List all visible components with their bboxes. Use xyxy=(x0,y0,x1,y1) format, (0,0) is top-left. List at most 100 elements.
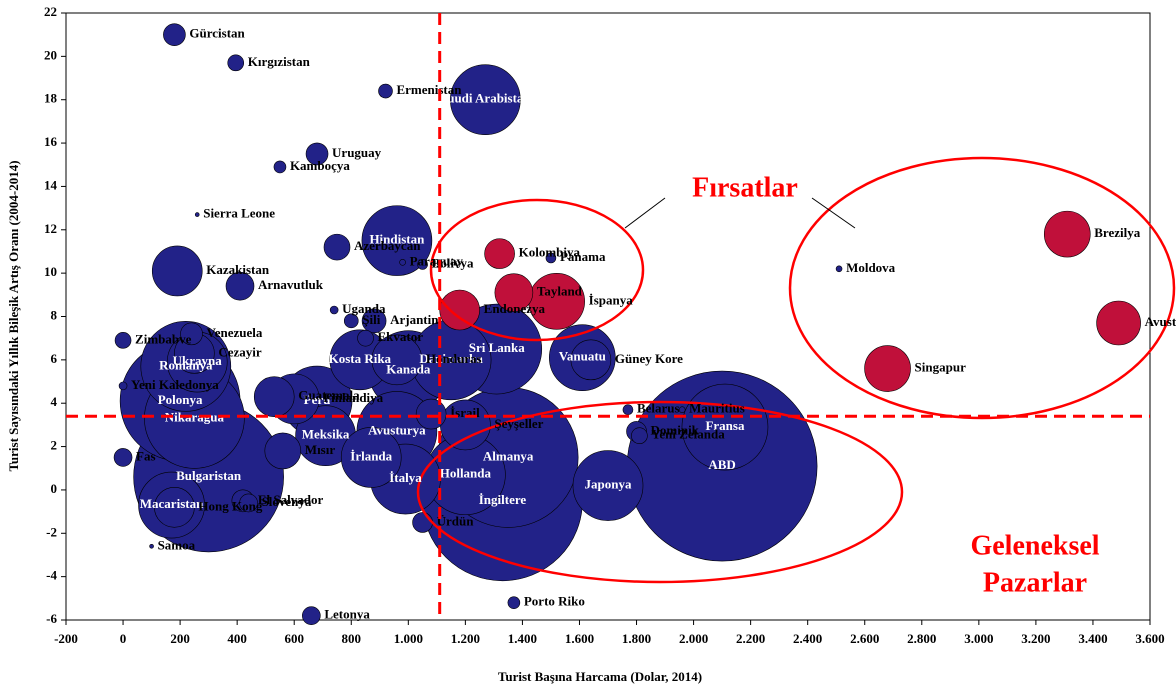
bubble xyxy=(329,305,339,315)
bubble xyxy=(264,432,302,470)
annotation-leader xyxy=(624,197,666,229)
y-tick-label: 22 xyxy=(44,4,57,19)
x-tick-label: 3.400 xyxy=(1078,631,1107,646)
bubble xyxy=(835,265,843,273)
y-tick-label: 0 xyxy=(51,481,58,496)
bubble-label: Bolivya xyxy=(432,255,474,270)
bubble xyxy=(340,427,402,488)
bubble xyxy=(118,381,128,391)
bubble-label: Ukrayna xyxy=(173,353,223,368)
bubble xyxy=(151,245,203,297)
bubble-label: Nikaragua xyxy=(165,409,225,424)
traditional-ellipse xyxy=(416,400,904,584)
y-tick-label: -4 xyxy=(46,568,57,583)
y-tick-label: 10 xyxy=(44,264,57,279)
y-tick-label: 18 xyxy=(44,91,58,106)
bubble-label: İngiltere xyxy=(479,492,527,507)
y-tick-label: 14 xyxy=(44,177,58,192)
bubble-label: Bulgaristan xyxy=(176,468,242,483)
y-axis-title: Turist Sayısındaki Yıllık Bileşik Artış … xyxy=(6,160,21,471)
bubble xyxy=(163,23,186,46)
x-tick-label: 600 xyxy=(284,631,304,646)
bubble-label: Hollanda xyxy=(440,466,492,481)
y-tick-label: 4 xyxy=(51,394,58,409)
bubble xyxy=(399,259,406,266)
bubble-label: Meksika xyxy=(302,427,350,442)
bubble xyxy=(570,339,612,381)
bubble-label: Honduras xyxy=(426,351,482,366)
bubble-label: Mauritius xyxy=(689,401,745,416)
bubble xyxy=(113,448,133,467)
bubble xyxy=(450,64,521,136)
bubble-label: Zimbabve xyxy=(135,331,192,346)
bubble-label: Güney Kore xyxy=(615,351,683,366)
bubble xyxy=(1096,300,1141,346)
y-tick-label: -6 xyxy=(46,611,57,626)
bubble-label: Romanya xyxy=(159,357,213,372)
bubble xyxy=(412,512,433,533)
bubble-label: Slovenya xyxy=(262,494,312,509)
bubble-label: Uganda xyxy=(342,301,386,316)
bubble xyxy=(343,313,359,329)
bubble xyxy=(323,233,351,261)
bubble-label: Ermenistan xyxy=(396,82,462,97)
bubble-label: Moldova xyxy=(846,260,896,275)
bubble-label: Endonezya xyxy=(484,301,546,316)
bubble xyxy=(302,606,321,625)
bubble-label: Letonya xyxy=(324,607,370,622)
x-tick-label: 1.200 xyxy=(451,631,480,646)
x-tick-label: 800 xyxy=(342,631,362,646)
bubble-label: Arjantin xyxy=(390,312,439,327)
bubble xyxy=(361,308,387,334)
bubble-label: Tayland xyxy=(537,284,583,299)
bubble-label: Fransa xyxy=(705,418,745,433)
x-tick-label: -200 xyxy=(54,631,78,646)
bubble xyxy=(227,54,245,72)
bubble-label: Kırgızistan xyxy=(248,54,311,69)
x-tick-label: 2.400 xyxy=(793,631,822,646)
bubble-label: Kanada xyxy=(386,362,431,377)
x-tick-label: 0 xyxy=(120,631,127,646)
bubble xyxy=(371,334,423,386)
x-tick-label: 3.000 xyxy=(964,631,993,646)
y-tick-label: 6 xyxy=(51,351,58,366)
bubble-label: Yeni Kaledonya xyxy=(131,377,219,392)
bubble xyxy=(681,383,769,471)
bubble-label: Cezayir xyxy=(218,344,262,359)
x-tick-label: 1.400 xyxy=(508,631,537,646)
bubble xyxy=(378,83,393,99)
y-tick-label: 16 xyxy=(44,134,58,149)
bubble-label: El Salvador xyxy=(258,492,324,507)
bubble-label: Panama xyxy=(560,249,606,264)
bubble-label: Arnavutluk xyxy=(258,277,324,292)
bubble xyxy=(439,289,480,331)
bubble xyxy=(572,450,644,521)
x-tick-label: 1.600 xyxy=(565,631,594,646)
y-tick-label: 20 xyxy=(44,47,57,62)
bubble xyxy=(305,142,329,166)
bubble-label: Singapur xyxy=(915,360,967,375)
opportunity-ellipse xyxy=(788,156,1176,420)
bubble-label: Hong Kong xyxy=(198,498,262,513)
annotation: Fırsatlar xyxy=(692,172,798,203)
bubble-label: Suudi Arabistan xyxy=(440,91,531,106)
bubble xyxy=(507,596,521,609)
bubble-label: Ürdün xyxy=(437,513,475,528)
x-tick-label: 3.200 xyxy=(1021,631,1050,646)
bubble-label: Paraguay xyxy=(410,253,464,268)
bubble-label: Hindistan xyxy=(369,232,425,247)
bubble-label: Danimarka xyxy=(419,351,483,366)
x-tick-label: 1.800 xyxy=(622,631,651,646)
bubble-label: Şili xyxy=(362,312,380,327)
annotation: Geleneksel xyxy=(970,530,1099,561)
bubble-label: İtalya xyxy=(389,470,422,485)
x-tick-label: 2.200 xyxy=(736,631,765,646)
bubble xyxy=(180,322,203,346)
bubble-label: Almanya xyxy=(483,448,534,463)
bubble-label: Belarus xyxy=(637,401,680,416)
bubble-label: Vanuatu xyxy=(559,349,606,364)
bubble-label: Polonya xyxy=(158,392,203,407)
x-tick-label: 1.000 xyxy=(394,631,423,646)
x-tick-label: 2.000 xyxy=(679,631,708,646)
